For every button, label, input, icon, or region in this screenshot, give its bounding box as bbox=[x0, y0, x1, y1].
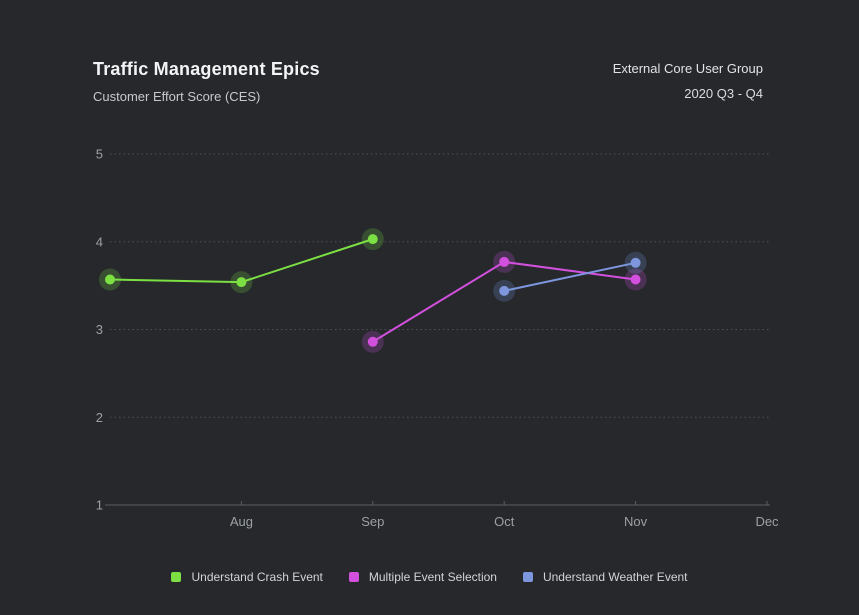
data-point bbox=[499, 285, 510, 296]
y-tick-label: 2 bbox=[96, 410, 103, 425]
data-point bbox=[105, 274, 115, 285]
y-tick-label: 5 bbox=[96, 147, 103, 162]
legend-item-understand-crash-event: Understand Crash Event bbox=[171, 570, 323, 584]
legend: Understand Crash Event Multiple Event Sel… bbox=[0, 570, 859, 584]
legend-swatch bbox=[171, 572, 182, 582]
legend-swatch bbox=[522, 572, 533, 582]
chart-subtitle: Customer Effort Score (CES) bbox=[93, 89, 261, 104]
y-tick-label: 1 bbox=[96, 498, 103, 513]
chart-title: Traffic Management Epics bbox=[93, 59, 320, 79]
x-tick-label: Aug bbox=[230, 514, 253, 529]
x-tick-label: Nov bbox=[624, 514, 648, 529]
legend-item-multiple-event-selection: Multiple Event Selection bbox=[348, 570, 497, 584]
x-tick-label: Dec bbox=[755, 514, 779, 529]
chart-context: External Core User Group 2020 Q3 - Q4 bbox=[613, 61, 763, 101]
data-point bbox=[499, 256, 510, 267]
x-tick-label: Sep bbox=[361, 514, 384, 529]
legend-label: Understand Weather Event bbox=[542, 570, 688, 584]
data-point bbox=[367, 336, 378, 347]
legend-label: Understand Crash Event bbox=[191, 570, 323, 584]
y-tick-label: 4 bbox=[96, 234, 103, 249]
legend-swatch bbox=[348, 572, 359, 582]
data-point bbox=[236, 277, 247, 288]
y-tick-label: 3 bbox=[96, 322, 103, 337]
data-point bbox=[367, 234, 378, 245]
data-point bbox=[630, 274, 641, 285]
x-tick-label: Oct bbox=[494, 514, 515, 529]
chart-header: Traffic Management Epics Customer Effort… bbox=[93, 59, 320, 104]
data-point bbox=[630, 257, 641, 268]
legend-item-understand-weather-event: Understand Weather Event bbox=[522, 570, 688, 584]
context-user-group: External Core User Group bbox=[612, 61, 763, 76]
legend-label: Multiple Event Selection bbox=[368, 570, 497, 584]
context-period: 2020 Q3 - Q4 bbox=[684, 86, 763, 101]
series-line-understand-weather-event bbox=[503, 261, 636, 292]
